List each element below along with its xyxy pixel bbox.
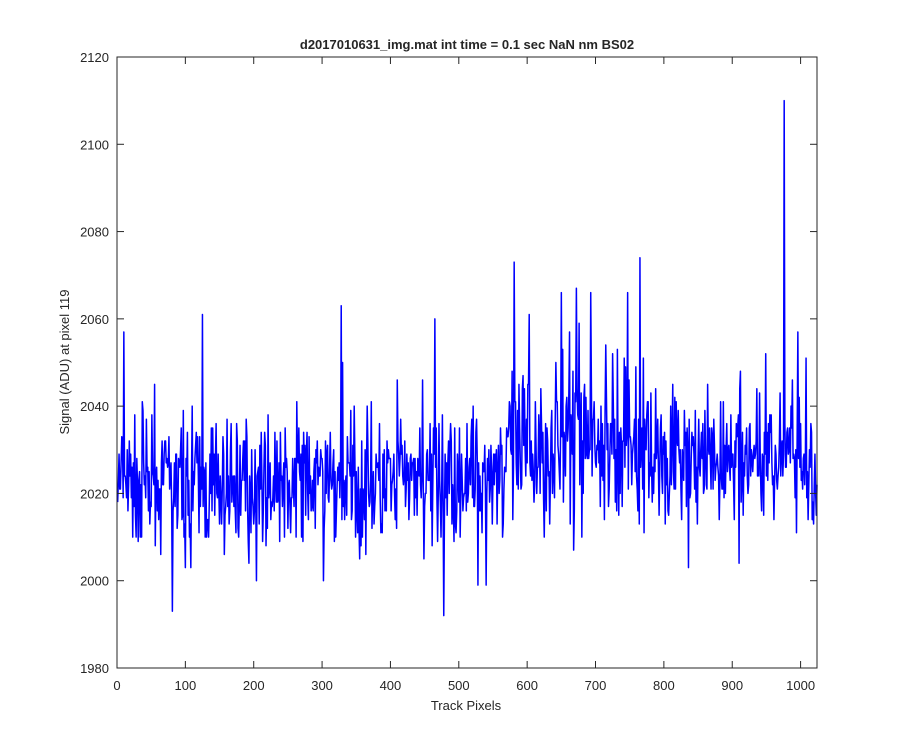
y-tick-label: 2040 (80, 399, 109, 414)
x-tick-label: 100 (175, 678, 197, 693)
y-tick-label: 2060 (80, 312, 109, 327)
axes-box (116, 56, 818, 669)
x-tick-label: 700 (585, 678, 607, 693)
chart-title: d2017010631_img.mat int time = 0.1 sec N… (300, 37, 634, 52)
plot-area: 0 100 200 300 400 500 600 700 800 900 1000 1980 2000… (80, 50, 818, 693)
x-tick-label: 200 (243, 678, 265, 693)
x-tick-label: 400 (380, 678, 402, 693)
y-tick-label: 2120 (80, 50, 109, 65)
x-tick-label: 800 (653, 678, 675, 693)
series-line (116, 99, 818, 617)
y-axis-label: Signal (ADU) at pixel 119 (57, 290, 72, 435)
y-tick-label: 2080 (80, 225, 109, 240)
x-tick-label: 900 (721, 678, 743, 693)
y-tick-label: 2100 (80, 137, 109, 152)
x-tick-label: 300 (311, 678, 333, 693)
x-axis-label: Track Pixels (431, 698, 502, 713)
x-tick-label: 500 (448, 678, 470, 693)
y-tick-label: 1980 (80, 661, 109, 676)
x-tick-label: 0 (113, 678, 120, 693)
x-tick-label: 600 (516, 678, 538, 693)
x-tick-label: 1000 (786, 678, 815, 693)
y-tick-label: 2000 (80, 574, 109, 589)
y-tick-label: 2020 (80, 486, 109, 501)
